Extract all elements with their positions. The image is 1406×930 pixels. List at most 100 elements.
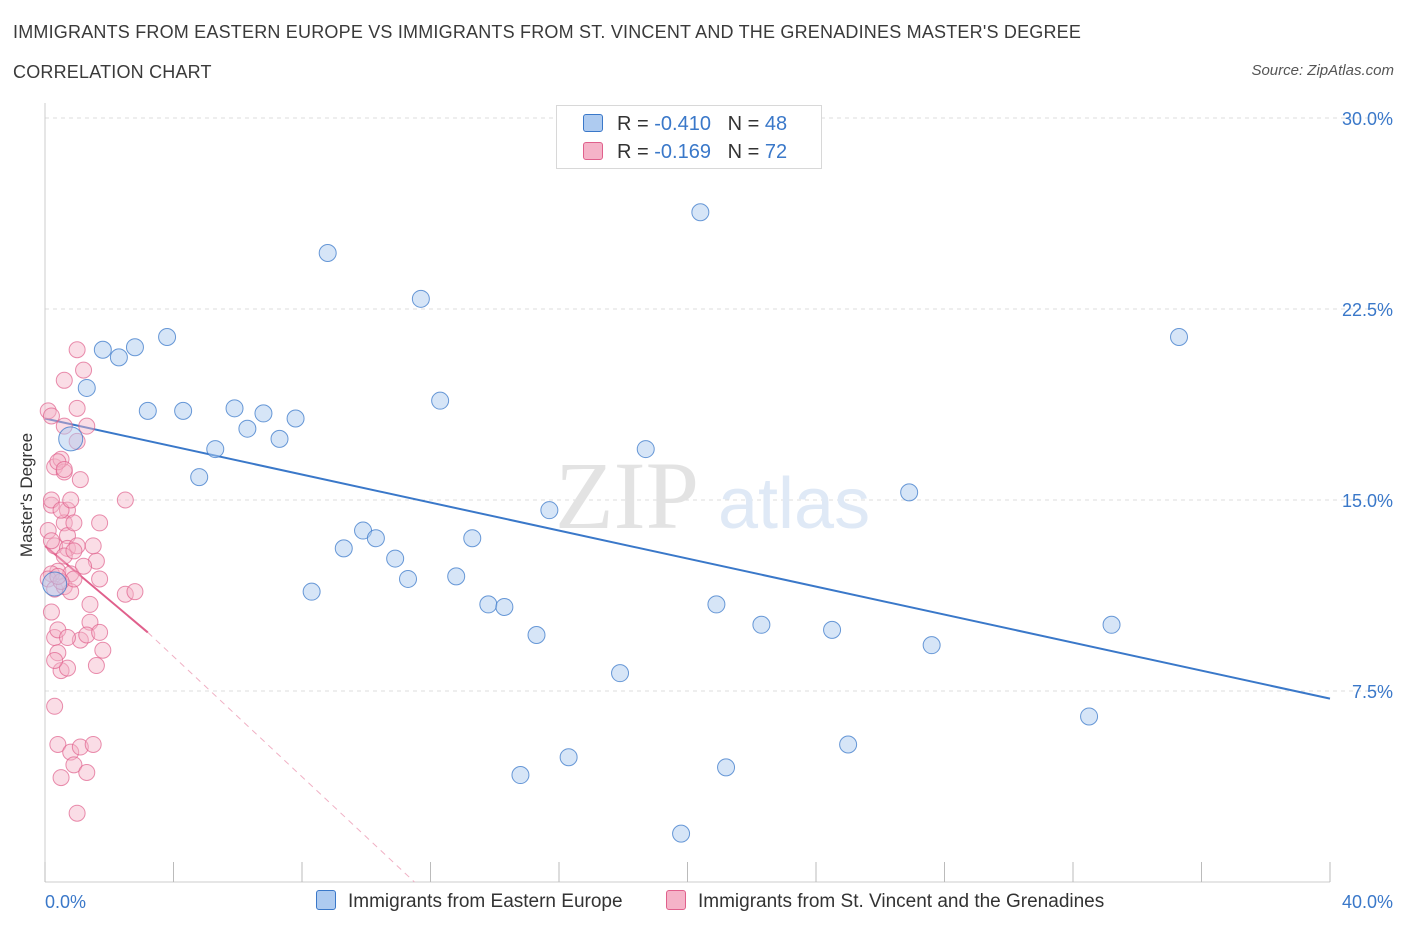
data-point-pink [75, 557, 93, 575]
data-point-blue [1080, 707, 1099, 726]
data-point-pink [58, 629, 76, 647]
data-point-blue [707, 595, 726, 614]
data-point-pink [49, 735, 67, 753]
data-point-pink [91, 514, 109, 532]
data-point-blue [42, 571, 68, 597]
axes [44, 103, 1331, 883]
axis-labels: 7.5% 15.0% 22.5% 30.0% 0.0% 40.0% [45, 109, 1393, 912]
data-point-blue [1170, 328, 1189, 347]
trend-line-pink [44, 545, 149, 634]
data-point-blue [431, 391, 450, 410]
data-point-blue [77, 378, 96, 397]
data-point-blue [93, 340, 112, 359]
bottom-legend-blue: Immigrants from Eastern Europe [316, 890, 623, 913]
data-point-pink [46, 651, 64, 669]
data-point-pink [55, 460, 73, 478]
data-point-blue [691, 203, 710, 222]
x-tick-label: 0.0% [45, 892, 86, 912]
legend-r-label: R = [617, 113, 649, 135]
data-point-pink [71, 738, 89, 756]
data-point-pink [81, 595, 99, 613]
data-point-blue [922, 636, 941, 655]
bottom-legend-swatch-pink [666, 890, 686, 910]
data-point-pink [65, 756, 83, 774]
data-point-blue [900, 483, 919, 502]
data-point-blue [559, 748, 578, 767]
data-point-blue [58, 426, 84, 452]
data-point-pink [68, 399, 86, 417]
data-point-blue [399, 569, 418, 588]
data-point-pink [87, 657, 105, 675]
data-point-pink [78, 626, 96, 644]
bottom-legend-label-pink: Immigrants from St. Vincent and the Gren… [698, 891, 1105, 912]
bottom-legend-label-blue: Immigrants from Eastern Europe [348, 891, 623, 912]
legend-n-value-pink: 72 [764, 141, 788, 163]
legend-r-value-pink: -0.169 [654, 141, 711, 163]
data-point-pink [62, 743, 80, 761]
data-point-pink [84, 537, 102, 555]
data-point-pink [84, 735, 102, 753]
data-point-blue [206, 440, 225, 459]
trend-line-blue [44, 417, 1331, 700]
data-point-blue [527, 625, 546, 644]
data-point-pink [68, 804, 86, 822]
y-tick-label: 22.5% [1342, 300, 1393, 320]
data-point-blue [386, 549, 405, 568]
data-point-pink [126, 583, 144, 601]
legend-r-value-blue: -0.410 [654, 113, 711, 135]
chart-title: IMMIGRANTS FROM EASTERN EUROPE VS IMMIGR… [13, 22, 1082, 42]
data-point-pink [42, 496, 60, 514]
data-point-blue [254, 404, 273, 423]
data-point-blue [190, 468, 209, 487]
data-point-blue [611, 664, 630, 683]
legend-swatch-pink [583, 142, 603, 160]
y-tick-label: 15.0% [1342, 491, 1393, 511]
data-point-pink [75, 361, 93, 379]
data-point-pink [94, 641, 112, 659]
data-point-blue [636, 440, 655, 459]
data-point-blue [495, 597, 514, 616]
data-point-blue [511, 766, 530, 785]
data-point-blue [839, 735, 858, 754]
data-point-pink [52, 769, 70, 787]
data-point-pink [116, 585, 134, 603]
data-point-pink [58, 659, 76, 677]
data-point-blue [411, 289, 430, 308]
data-point-blue [717, 758, 736, 777]
x-tick-label: 40.0% [1342, 892, 1393, 912]
data-point-blue [447, 567, 466, 586]
legend-n-label: N = [727, 113, 760, 135]
data-point-pink [65, 542, 83, 560]
data-point-pink [91, 623, 109, 641]
data-point-blue [174, 401, 193, 420]
trend-lines [44, 417, 1331, 883]
data-point-blue [463, 529, 482, 548]
data-point-pink [42, 532, 60, 550]
data-point-pink [65, 514, 83, 532]
data-point-pink [46, 697, 64, 715]
trend-line-pink-extension [147, 632, 415, 883]
data-point-pink [55, 371, 73, 389]
data-point-blue [302, 582, 321, 601]
data-point-blue [138, 401, 157, 420]
data-point-blue [109, 348, 128, 367]
data-point-blue [225, 399, 244, 418]
data-point-pink [52, 450, 70, 468]
y-axis-label: Master's Degree [17, 433, 36, 557]
data-point-pink [71, 471, 89, 489]
data-point-pink [116, 491, 134, 509]
data-point-pink [91, 570, 109, 588]
legend-swatch-blue [583, 114, 603, 132]
data-point-blue [318, 243, 337, 262]
data-point-pink [55, 547, 73, 565]
data-point-pink [68, 341, 86, 359]
data-point-blue [672, 824, 691, 843]
data-point-pink [42, 407, 60, 425]
source-label: Source: ZipAtlas.com [1251, 62, 1394, 79]
data-point-pink [55, 514, 73, 532]
watermark-zip: ZIP [555, 442, 699, 549]
y-tick-label: 7.5% [1352, 682, 1393, 702]
data-point-pink [78, 417, 96, 435]
data-point-pink [39, 402, 57, 420]
